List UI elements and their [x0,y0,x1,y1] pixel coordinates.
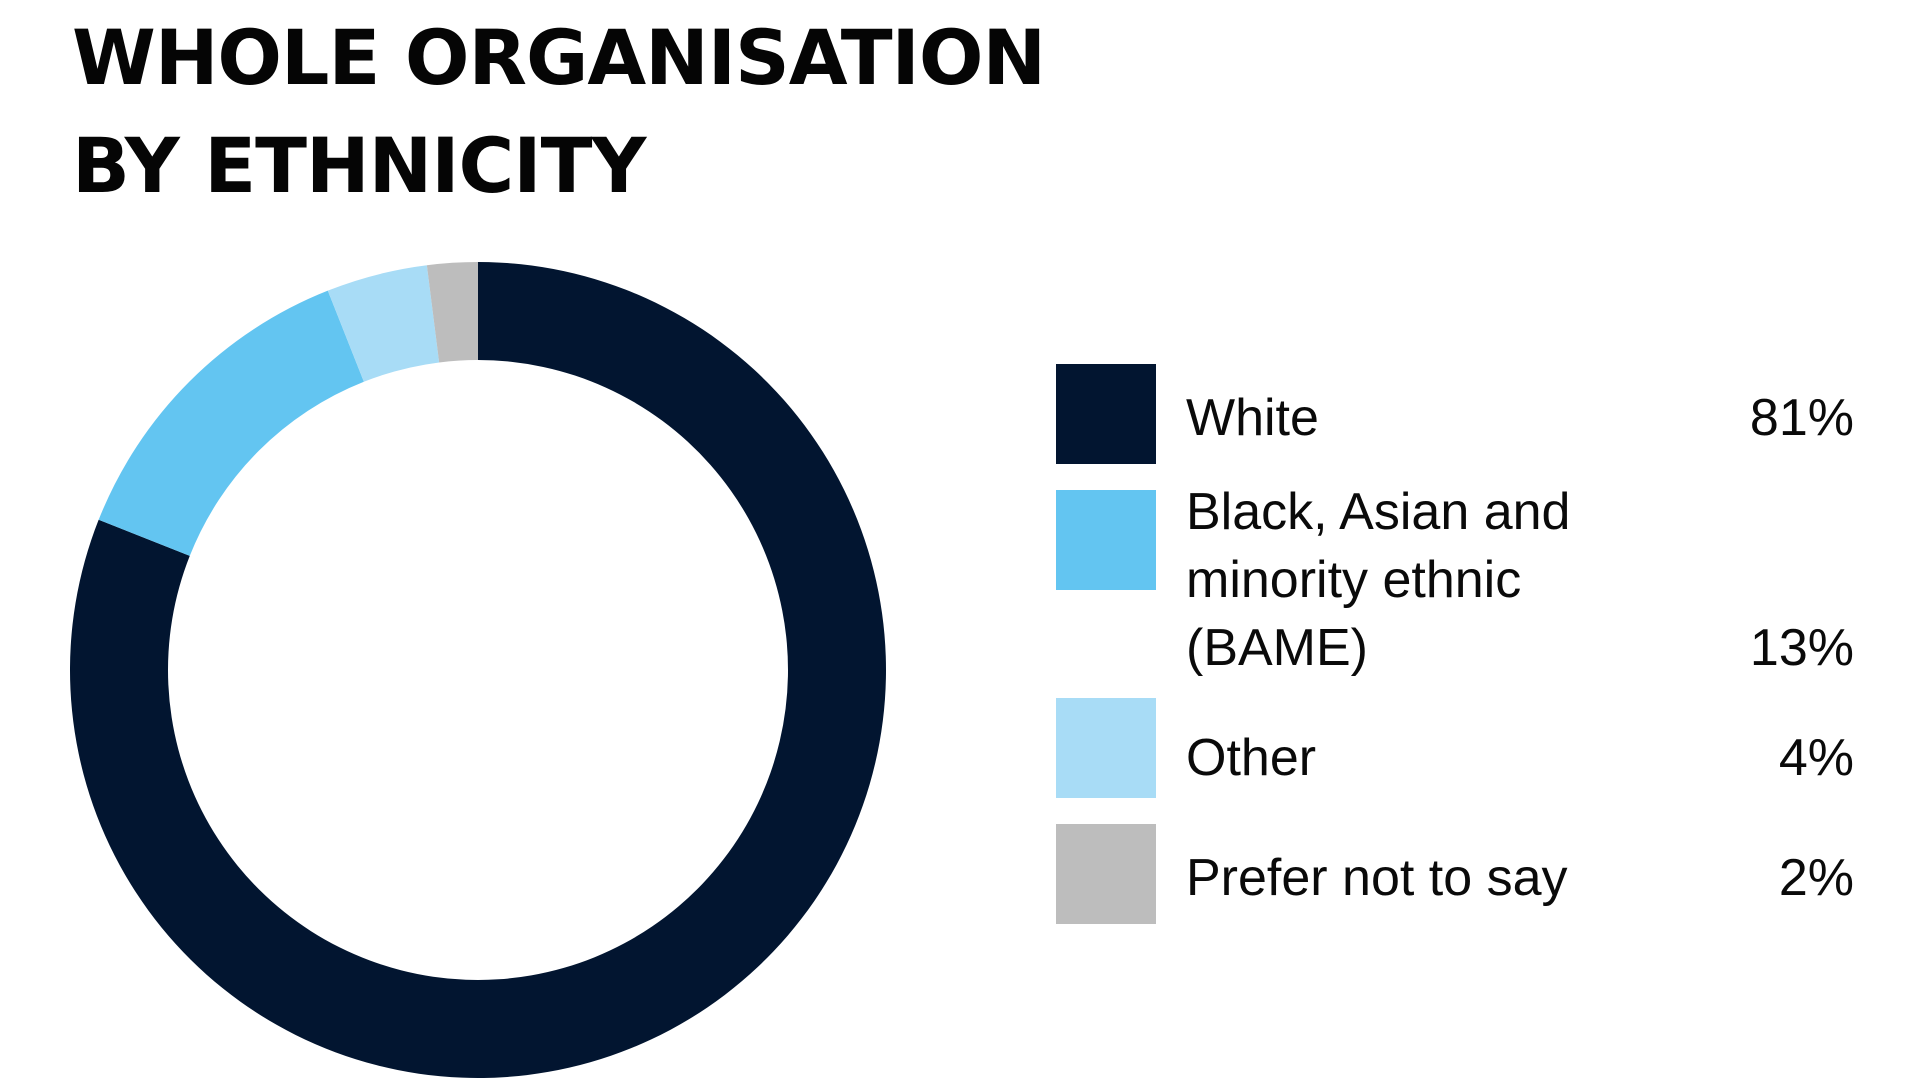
legend-swatch-other [1056,698,1156,798]
legend-label-line: minority ethnic [1186,551,1522,609]
chart-title-line-2: BY ETHNICITY [72,121,646,210]
donut-slice-prefer-not-to-say [426,262,478,363]
legend-label-line: Other [1186,729,1317,787]
legend-value-bame: 13% [1749,619,1854,677]
legend-label-line: Prefer not to say [1186,849,1568,907]
donut-slice-bame [98,290,364,556]
legend-swatch-white [1056,364,1156,464]
legend-label-line: White [1186,389,1319,447]
legend-swatch-bame [1056,490,1156,590]
legend-label-line: (BAME) [1186,619,1368,677]
donut-slice-other [327,265,440,382]
legend-label-prefer-not-to-say: Prefer not to say [1186,844,1646,912]
chart-title-line-1: WHOLE ORGANISATION [72,13,1046,102]
legend-label-other: Other [1186,724,1646,792]
legend-label-bame: Black, Asian and minority ethnic (BAME) [1186,478,1646,682]
legend-label-line: Black, Asian and [1186,483,1571,541]
legend-value-prefer-not-to-say: 2% [1778,849,1854,907]
legend-value-other: 4% [1778,729,1854,787]
legend-value-white: 81% [1749,389,1854,447]
chart-title: WHOLE ORGANISATION BY ETHNICITY [72,4,1046,220]
legend-swatch-prefer-not-to-say [1056,824,1156,924]
legend-label-white: White [1186,384,1646,452]
